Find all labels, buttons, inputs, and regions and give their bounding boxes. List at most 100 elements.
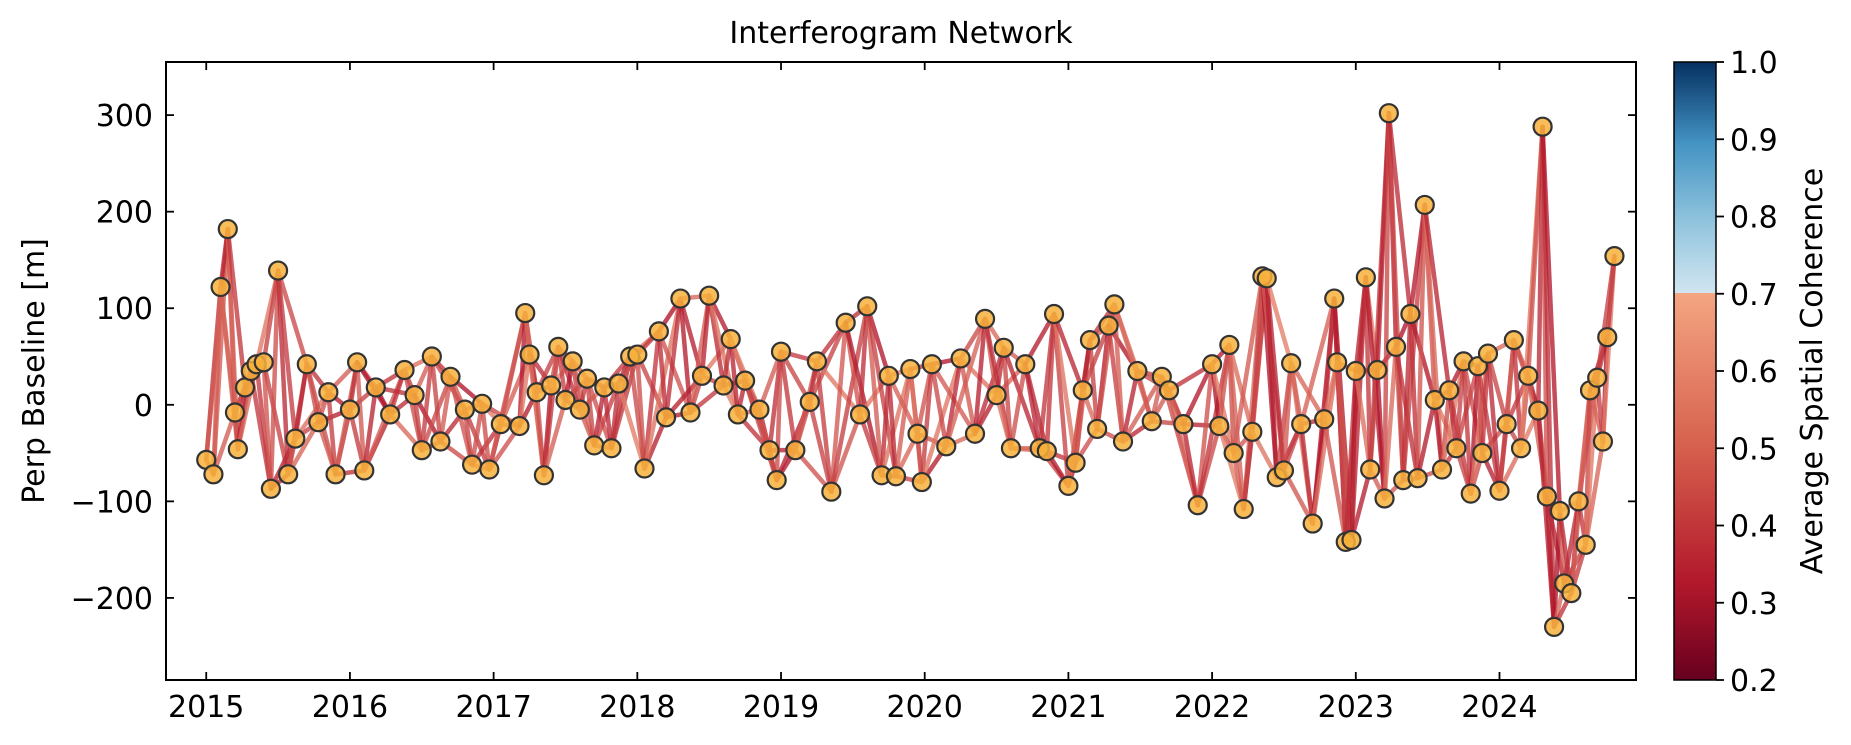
acquisition-point — [318, 382, 339, 403]
interferogram-edge — [1087, 337, 1100, 432]
acquisition-point — [1367, 359, 1388, 381]
acquisition-point — [541, 375, 562, 396]
acquisition-point — [770, 341, 792, 362]
acquisition-point — [454, 399, 475, 420]
colorbar-tick-label: 0.9 — [1730, 123, 1778, 158]
x-tick-label: 2019 — [743, 690, 819, 725]
interferogram-edge — [326, 389, 338, 477]
y-tick-label: −100 — [71, 485, 153, 520]
interferogram-edge — [1349, 275, 1369, 543]
acquisition-point — [1360, 459, 1381, 480]
interferogram-edge — [1080, 323, 1111, 393]
acquisition-point — [1341, 529, 1362, 551]
interferogram-edge — [1415, 202, 1428, 481]
interferogram-edge — [1544, 494, 1557, 630]
acquisition-point — [1439, 380, 1460, 401]
acquisition-point — [479, 459, 500, 480]
acquisition-point — [562, 351, 583, 372]
acquisition-point — [601, 438, 622, 459]
acquisition-point — [699, 285, 720, 306]
y-tick-label: 100 — [96, 292, 153, 327]
colorbar-upper-fill — [1674, 62, 1716, 293]
interferogram-edge — [1382, 110, 1392, 501]
interferogram-edge — [728, 336, 741, 417]
colorbar-tick-label: 0.7 — [1730, 278, 1778, 313]
interferogram-edge — [354, 360, 367, 473]
acquisition-point — [253, 352, 274, 373]
acquisition-point — [296, 354, 317, 375]
interferogram-edge — [211, 226, 231, 477]
interferogram-edge — [1386, 110, 1413, 317]
interferogram-edge — [642, 329, 662, 471]
acquisition-point — [921, 354, 942, 375]
acquisition-point — [1472, 442, 1493, 464]
x-tick-label: 2021 — [1030, 690, 1106, 725]
acquisition-point — [1087, 418, 1108, 440]
acquisition-point — [907, 423, 928, 444]
interferogram-edge — [602, 385, 614, 451]
acquisition-point — [680, 402, 701, 423]
interferogram-edge — [656, 329, 669, 420]
acquisition-point — [1256, 268, 1277, 289]
acquisition-point — [670, 288, 691, 309]
interferogram-edge — [919, 361, 935, 485]
acquisition-point — [655, 407, 677, 428]
acquisition-point — [224, 402, 246, 423]
interferogram-edge — [829, 304, 870, 494]
interferogram-edge — [1051, 311, 1078, 465]
interferogram-edge — [517, 352, 532, 429]
colorbar-lower-fill — [1674, 293, 1716, 680]
colorbar-tick-label: 0.2 — [1730, 664, 1778, 699]
acquisition-point — [1065, 452, 1086, 473]
interferogram-edge — [635, 352, 647, 471]
colorbar-ticks: 1.0 0.9 0.8 0.7 0.6 0.5 0.4 0.3 0.2 — [1716, 46, 1778, 699]
interferogram-edge — [1583, 439, 1606, 548]
acquisition-point — [203, 464, 224, 485]
acquisition-point — [217, 218, 238, 240]
colorbar-tick-label: 0.8 — [1730, 201, 1778, 236]
acquisition-point — [490, 414, 511, 435]
interferogram-edge — [1485, 351, 1502, 493]
acquisition-point — [878, 365, 899, 386]
interferogram-edge — [1400, 202, 1428, 483]
acquisition-point — [1400, 303, 1421, 325]
acquisition-point — [1242, 421, 1263, 442]
interferogram-edge — [757, 349, 784, 412]
y-axis-label: Perp Baseline [m] — [17, 238, 52, 504]
acquisition-point — [1477, 343, 1499, 364]
acquisition-point — [1302, 513, 1323, 534]
acquisition-point — [759, 440, 780, 461]
x-tick-label: 2015 — [168, 690, 244, 725]
colorbar: 1.0 0.9 0.8 0.7 0.6 0.5 0.4 0.3 0.2 Average Spat… — [1673, 46, 1830, 699]
interferogram-edge — [879, 373, 892, 478]
acquisition-point — [1597, 327, 1618, 348]
acquisition-point — [1518, 365, 1539, 386]
acquisition-points — [196, 103, 1625, 637]
interferogram-edge — [419, 354, 435, 453]
acquisition-point — [1043, 303, 1065, 325]
acquisition-point — [1355, 267, 1376, 288]
acquisition-point — [227, 439, 248, 460]
interferogram-edge — [1120, 368, 1140, 444]
interferogram-edge — [886, 373, 920, 437]
interferogram-edge — [1605, 253, 1617, 340]
acquisition-point — [380, 404, 401, 425]
colorbar-tick-label: 0.6 — [1730, 355, 1778, 390]
acquisition-point — [260, 478, 281, 499]
acquisition-point — [1223, 442, 1244, 464]
acquisition-point — [1378, 103, 1399, 124]
acquisition-point — [821, 481, 842, 502]
x-tick-label: 2023 — [1318, 690, 1394, 725]
acquisition-point — [461, 454, 483, 475]
acquisition-point — [799, 391, 820, 412]
acquisition-point — [1015, 354, 1036, 375]
acquisition-point — [347, 352, 368, 373]
acquisition-point — [713, 375, 734, 396]
interferogram-edge — [534, 389, 547, 478]
interferogram-edge — [1321, 417, 1348, 545]
interferogram-edge — [1349, 467, 1373, 543]
interferogram-edge — [1540, 124, 1563, 514]
interferogram-edge — [1051, 311, 1086, 393]
interferogram-edge — [225, 226, 248, 390]
acquisition-point — [1079, 330, 1101, 351]
